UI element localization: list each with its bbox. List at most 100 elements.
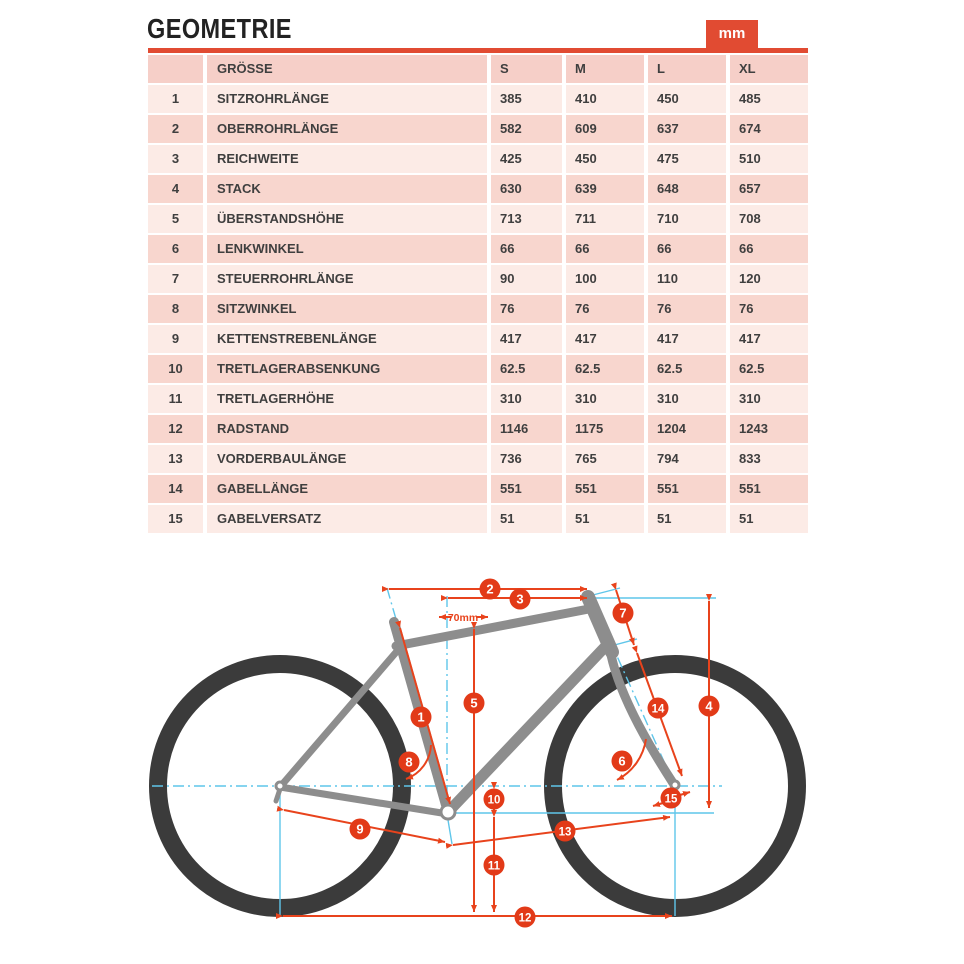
svg-text:2: 2: [486, 582, 493, 597]
row-number: 11: [148, 385, 203, 413]
cell-value: 310: [730, 385, 808, 413]
svg-text:12: 12: [519, 913, 532, 925]
svg-text:13: 13: [559, 827, 572, 839]
dimension-marker: 5: [463, 692, 485, 714]
row-label: SITZROHRLÄNGE: [207, 85, 487, 113]
cell-value: 66: [566, 235, 644, 263]
cell-value: 551: [648, 475, 726, 503]
cell-value: 51: [648, 505, 726, 533]
dimension-marker: 7: [612, 602, 634, 624]
row-label: TRETLAGERHÖHE: [207, 385, 487, 413]
cell-value: 475: [648, 145, 726, 173]
cell-value: 66: [491, 235, 562, 263]
row-label: STACK: [207, 175, 487, 203]
column-header: GRÖSSE: [207, 55, 487, 83]
cell-value: 582: [491, 115, 562, 143]
cell-value: 450: [566, 145, 644, 173]
row-label: VORDERBAULÄNGE: [207, 445, 487, 473]
cell-value: 310: [648, 385, 726, 413]
cell-value: 76: [648, 295, 726, 323]
svg-text:3: 3: [516, 592, 523, 607]
cell-value: 76: [491, 295, 562, 323]
column-header: L: [648, 55, 726, 83]
cell-value: 310: [491, 385, 562, 413]
cell-value: 551: [566, 475, 644, 503]
cell-value: 76: [730, 295, 808, 323]
row-number: 13: [148, 445, 203, 473]
cell-value: 417: [566, 325, 644, 353]
dimension-marker: 6: [611, 750, 633, 772]
row-label: STEUERROHRLÄNGE: [207, 265, 487, 293]
row-label: ÜBERSTANDSHÖHE: [207, 205, 487, 233]
cell-value: 674: [730, 115, 808, 143]
cell-value: 765: [566, 445, 644, 473]
cell-value: 637: [648, 115, 726, 143]
cell-value: 1243: [730, 415, 808, 443]
row-number: 3: [148, 145, 203, 173]
row-number: 12: [148, 415, 203, 443]
column-header: M: [566, 55, 644, 83]
cell-value: 551: [730, 475, 808, 503]
row-label: GABELVERSATZ: [207, 505, 487, 533]
dimension-marker: 14: [647, 697, 669, 719]
row-number: 4: [148, 175, 203, 203]
svg-text:15: 15: [665, 794, 678, 806]
svg-text:5: 5: [470, 696, 477, 711]
row-label: OBERROHRLÄNGE: [207, 115, 487, 143]
cell-value: 710: [648, 205, 726, 233]
row-number: 1: [148, 85, 203, 113]
svg-text:9: 9: [356, 822, 363, 837]
cell-value: 648: [648, 175, 726, 203]
cell-value: 417: [648, 325, 726, 353]
svg-text:7: 7: [619, 606, 626, 621]
row-label: REICHWEITE: [207, 145, 487, 173]
cell-value: 708: [730, 205, 808, 233]
row-label: RADSTAND: [207, 415, 487, 443]
cell-value: 385: [491, 85, 562, 113]
row-number: 5: [148, 205, 203, 233]
cell-value: 1146: [491, 415, 562, 443]
row-label: SITZWINKEL: [207, 295, 487, 323]
cell-value: 66: [730, 235, 808, 263]
rear-axle: [274, 780, 286, 792]
dimension-marker: 1: [410, 706, 432, 728]
cell-value: 657: [730, 175, 808, 203]
cell-value: 510: [730, 145, 808, 173]
cell-value: 711: [566, 205, 644, 233]
cell-value: 425: [491, 145, 562, 173]
cell-value: 639: [566, 175, 644, 203]
cell-value: 794: [648, 445, 726, 473]
cell-value: 66: [648, 235, 726, 263]
svg-text:14: 14: [652, 704, 665, 716]
cell-value: 410: [566, 85, 644, 113]
title-underline: [148, 48, 808, 53]
cell-value: 90: [491, 265, 562, 293]
column-header: S: [491, 55, 562, 83]
cell-value: 120: [730, 265, 808, 293]
cell-value: 100: [566, 265, 644, 293]
cell-value: 736: [491, 445, 562, 473]
cell-value: 76: [566, 295, 644, 323]
column-header: XL: [730, 55, 808, 83]
dimension-marker: 11: [483, 854, 505, 876]
cell-value: 51: [491, 505, 562, 533]
svg-text:10: 10: [488, 795, 501, 807]
row-number: 7: [148, 265, 203, 293]
row-label: LENKWINKEL: [207, 235, 487, 263]
dimension-marker: 8: [398, 751, 420, 773]
svg-text:1: 1: [417, 710, 424, 725]
row-label: GABELLÄNGE: [207, 475, 487, 503]
row-number: 10: [148, 355, 203, 383]
dimension-marker: 12: [514, 906, 536, 928]
row-label: KETTENSTREBENLÄNGE: [207, 325, 487, 353]
cell-value: 110: [648, 265, 726, 293]
dimension-marker: 13: [554, 820, 576, 842]
column-header: [148, 55, 203, 83]
svg-text:8: 8: [405, 755, 412, 770]
row-number: 2: [148, 115, 203, 143]
dimension-marker: 9: [349, 818, 371, 840]
cell-value: 1204: [648, 415, 726, 443]
